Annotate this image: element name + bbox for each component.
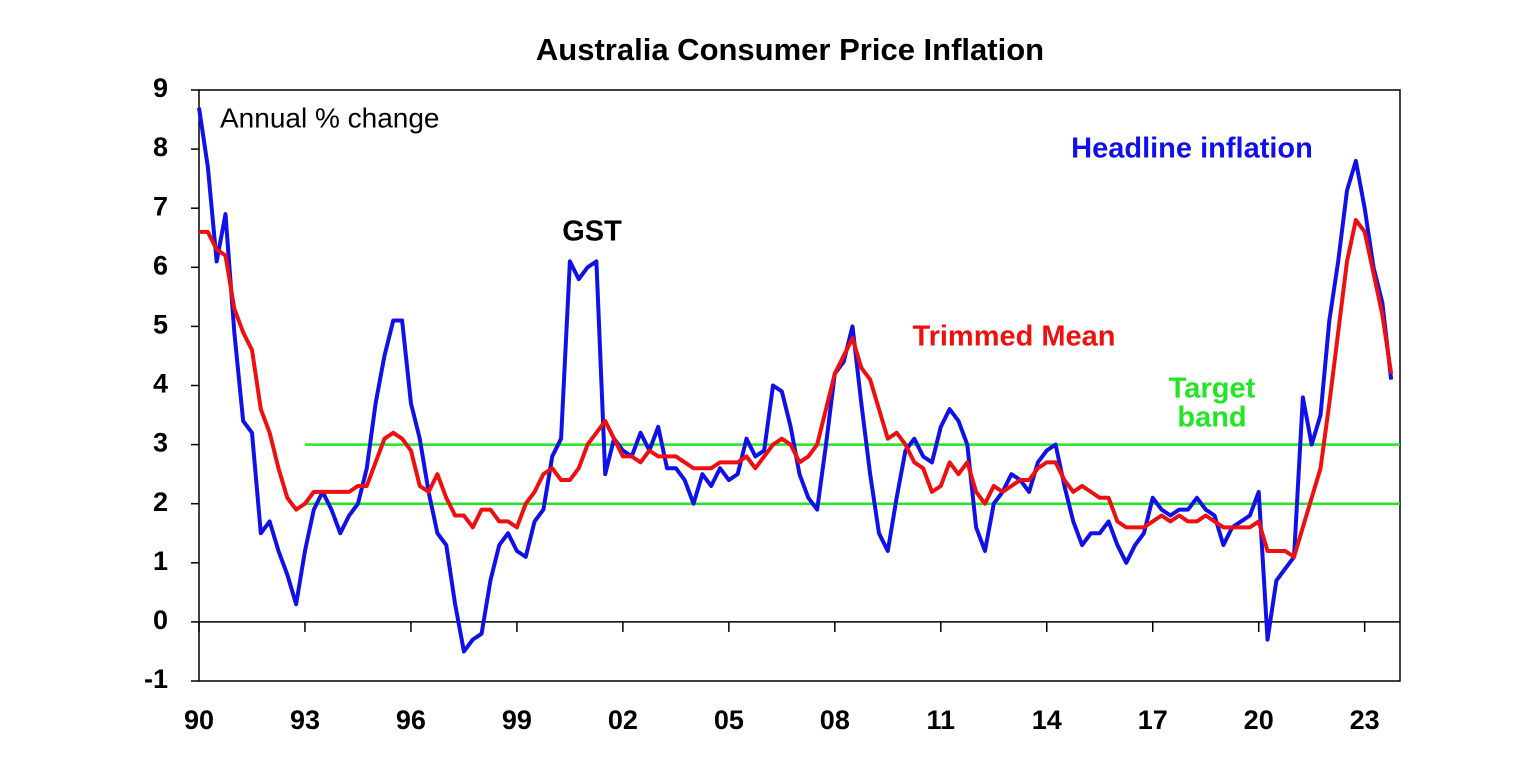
x-tick-label: 23 [1350, 705, 1380, 735]
series-line [199, 218, 1394, 559]
y-tick-label: 8 [153, 132, 168, 162]
y-tick-label: 4 [153, 369, 168, 399]
x-tick-label: 96 [396, 705, 426, 735]
x-tick-label: 05 [714, 705, 744, 735]
y-tick-label: 2 [153, 487, 168, 517]
y-tick-label: 3 [153, 428, 168, 458]
x-tick-label: 14 [1032, 705, 1062, 735]
y-tick-label: 0 [153, 605, 168, 635]
y-tick-label: -1 [144, 664, 168, 694]
x-tick-label: 08 [820, 705, 850, 735]
x-tick-label: 90 [184, 705, 214, 735]
x-tick-label: 20 [1244, 705, 1274, 735]
x-tick-label: 17 [1138, 705, 1168, 735]
y-tick-label: 1 [153, 546, 168, 576]
x-tick-label: 93 [290, 705, 320, 735]
y-tick-label: 5 [153, 310, 168, 340]
band-label: band [1177, 402, 1246, 434]
y-axis-label: Annual % change [220, 102, 440, 133]
y-tick-label: 6 [153, 250, 168, 280]
y-tick-label: 9 [153, 73, 168, 103]
x-tick-label: 11 [927, 705, 956, 735]
x-tick-label: 02 [608, 705, 638, 735]
x-tick-label: 99 [502, 705, 532, 735]
annotation: GST [562, 216, 622, 248]
chart-title: Australia Consumer Price Inflation [536, 32, 1044, 67]
series-label: Trimmed Mean [912, 321, 1115, 353]
y-tick-label: 7 [153, 191, 168, 221]
series-label: Headline inflation [1071, 133, 1313, 165]
band-label: Target [1169, 373, 1256, 405]
